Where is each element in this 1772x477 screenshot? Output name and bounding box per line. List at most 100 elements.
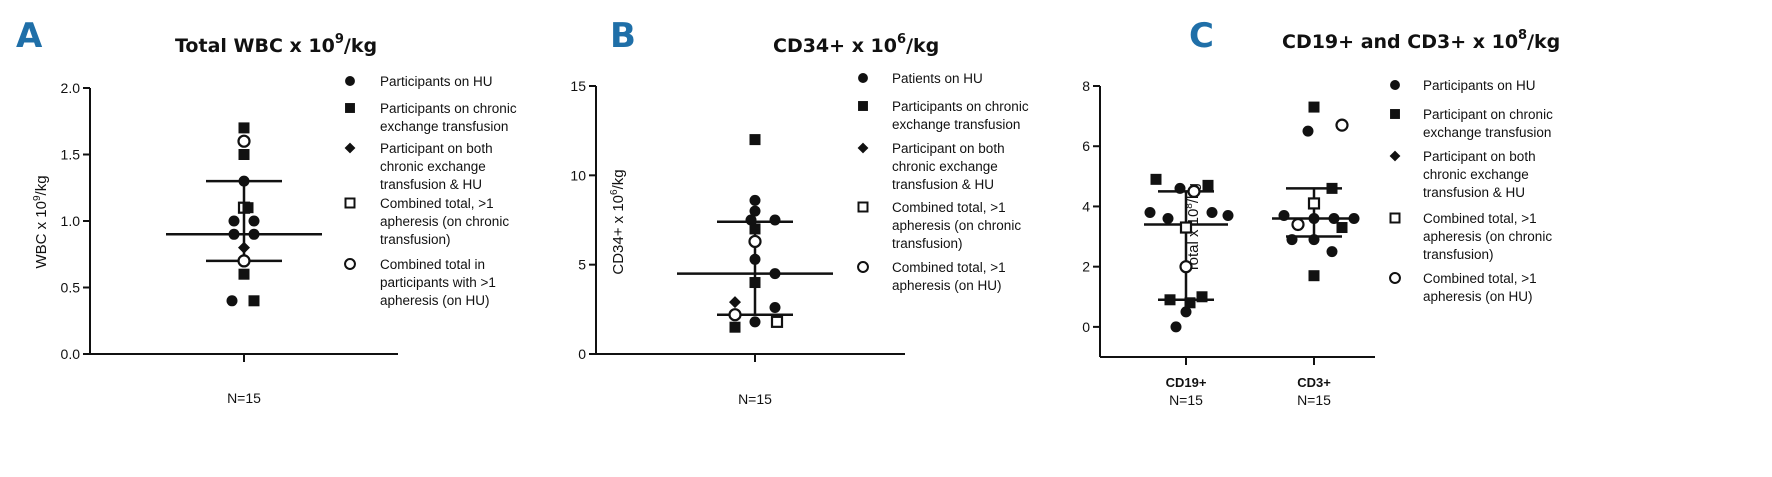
y-tick-label: 0.5 [61, 280, 81, 296]
y-tick-label: 0 [1082, 319, 1090, 335]
legend-label: Participants on chronic [892, 99, 1029, 114]
panel-a-letter: A [16, 16, 43, 56]
legend-label: Participants on chronic [380, 101, 517, 116]
legend-label: Participant on chronic [1423, 107, 1553, 122]
data-point-circle [1302, 125, 1314, 137]
data-point-circle [1308, 234, 1320, 246]
data-point-circle [1162, 212, 1174, 224]
legend-label: chronic exchange [1423, 167, 1529, 182]
data-point-open-square [770, 315, 784, 328]
legend-marker-open-square [344, 197, 356, 209]
data-point-square [1336, 222, 1348, 234]
legend-marker-open-square [857, 201, 869, 213]
legend-label: transfusion & HU [1423, 185, 1525, 200]
n-label: N=15 [1297, 392, 1331, 408]
data-point-circle [745, 214, 757, 226]
data-point-square [238, 122, 250, 134]
data-point-circle [248, 228, 260, 240]
data-point-circle [226, 295, 238, 307]
panel-a-ylabel: WBC x 109/kg [32, 175, 50, 268]
legend-label: Participants on HU [1423, 78, 1536, 93]
data-point-square [248, 295, 260, 307]
data-point-circle [1180, 306, 1192, 318]
y-tick-label: 6 [1082, 138, 1090, 154]
data-point-circle [1308, 212, 1320, 224]
panel-a-title: Total WBC x 109/kg [175, 32, 377, 57]
panel-c-letter: C [1189, 16, 1214, 56]
legend-label: Combined total, >1 [892, 200, 1006, 215]
y-tick-label: 2 [1082, 259, 1090, 275]
legend-label: Participants on HU [380, 74, 493, 89]
legend-label: transfusion) [1423, 247, 1494, 262]
data-point-circle [1222, 209, 1234, 221]
legend-marker-square [858, 101, 868, 111]
data-point-open-circle [1179, 260, 1193, 274]
legend-label: Combined total in [380, 257, 485, 272]
legend-label: transfusion) [892, 236, 963, 251]
legend-label: participants with >1 [380, 275, 496, 290]
data-point-square [238, 149, 250, 160]
legend-marker-circle [345, 76, 355, 86]
n-label: N=15 [738, 391, 772, 407]
panel-b-ylabel: CD34+ x 106/kg [609, 169, 627, 274]
data-point-diamond [729, 296, 741, 309]
data-point-open-circle [1187, 184, 1201, 198]
n-label: N=15 [1169, 392, 1203, 408]
legend-label: chronic exchange [892, 159, 998, 174]
data-point-circle [769, 268, 781, 280]
data-point-circle [228, 228, 240, 240]
data-point-circle [749, 205, 761, 217]
data-point-circle [1326, 246, 1338, 258]
y-tick-label: 2.0 [61, 80, 81, 96]
y-tick-label: 10 [570, 167, 586, 183]
data-point-circle [1328, 212, 1340, 224]
y-tick-label: 0.0 [61, 346, 81, 362]
legend-label: Participant on both [1423, 149, 1536, 164]
data-point-square [1308, 270, 1320, 282]
legend-label: exchange transfusion [1423, 125, 1551, 140]
data-point-open-circle [237, 134, 251, 148]
legend-marker-open-circle [1389, 272, 1401, 284]
y-tick-label: 1.5 [61, 147, 81, 163]
data-point-circle [1170, 321, 1182, 333]
data-point-circle [749, 253, 761, 265]
legend-label: Combined total, >1 [1423, 271, 1537, 286]
panel-b-plot: 0 5 10 15 N=15 Patients on HU Participants on … [570, 71, 1028, 407]
panel-b-title: CD34+ x 106/kg [773, 32, 939, 57]
legend-label: transfusion) [380, 232, 451, 247]
data-point-circle [769, 214, 781, 226]
y-tick-label: 8 [1082, 78, 1090, 94]
legend-marker-open-square [1389, 212, 1401, 224]
y-tick-label: 0 [578, 346, 586, 362]
legend-marker-open-circle [857, 261, 869, 273]
data-point-square [1184, 297, 1196, 309]
y-tick-label: 5 [578, 257, 586, 273]
data-point-open-circle [748, 234, 762, 249]
category-label: CD19+ [1166, 375, 1207, 390]
data-point-circle [1206, 206, 1218, 218]
panel-c-plot: 0 2 4 6 8 CD19+ N=15 CD3+ N=15 Participants on HU… [1082, 78, 1553, 408]
legend-marker-diamond [1389, 150, 1401, 162]
legend-label: Combined total, >1 [892, 260, 1006, 275]
legend-label: transfusion & HU [892, 177, 994, 192]
data-point-open-square [1179, 221, 1193, 234]
data-point-square [749, 223, 761, 235]
legend-label: apheresis (on HU) [892, 278, 1002, 293]
legend-marker-square [1390, 109, 1400, 119]
data-point-circle [1174, 182, 1186, 194]
panel-a-plot: 0.0 0.5 1.0 1.5 2.0 N=15 Participants on HU Par… [61, 74, 517, 406]
legend-label: Patients on HU [892, 71, 983, 86]
y-tick-label: 1.0 [61, 213, 81, 229]
data-point-circle [1144, 206, 1156, 218]
data-point-square [749, 134, 761, 146]
panel-c-title: CD19+ and CD3+ x 108/kg [1282, 28, 1560, 53]
legend-label: Combined total, >1 [1423, 211, 1537, 226]
data-point-square [1196, 291, 1208, 303]
panel-b-letter: B [610, 16, 636, 56]
legend-label: apheresis (on chronic [1423, 229, 1552, 244]
data-point-circle [1286, 234, 1298, 246]
data-point-open-square [1307, 197, 1321, 210]
y-tick-label: 15 [570, 78, 586, 94]
data-point-open-circle [1335, 118, 1349, 132]
